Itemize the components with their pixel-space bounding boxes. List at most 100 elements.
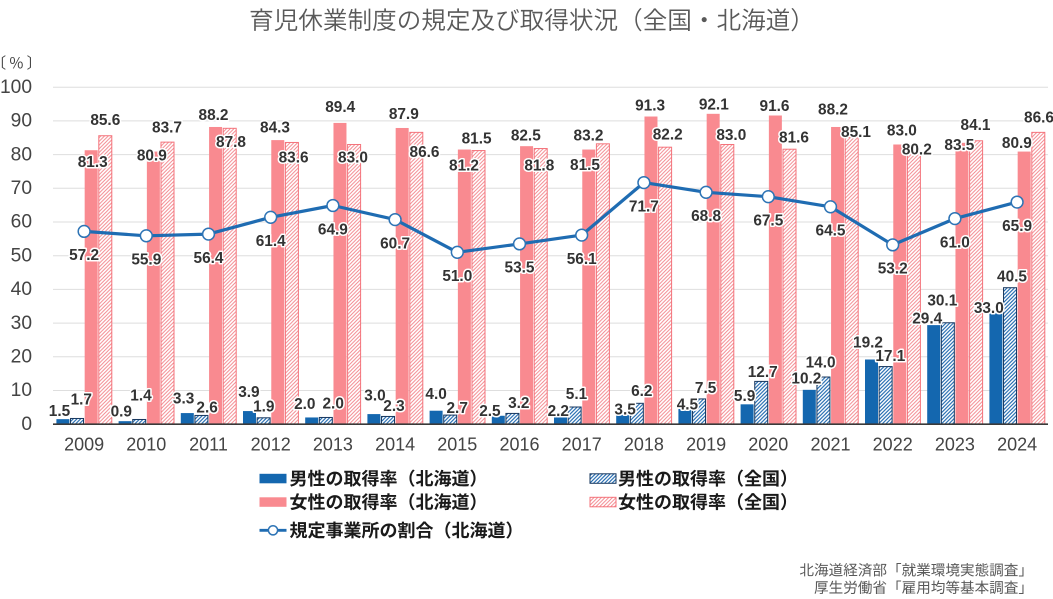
svg-text:4.5: 4.5 [677, 397, 699, 414]
svg-text:2021: 2021 [810, 435, 850, 455]
svg-text:2.0: 2.0 [294, 396, 315, 413]
svg-text:10: 10 [11, 380, 32, 401]
svg-text:71.7: 71.7 [629, 198, 659, 215]
svg-text:81.8: 81.8 [524, 157, 554, 174]
svg-text:2011: 2011 [189, 435, 228, 455]
svg-text:80.9: 80.9 [1002, 135, 1032, 152]
svg-text:0.9: 0.9 [111, 403, 132, 420]
svg-text:81.6: 81.6 [779, 130, 809, 147]
svg-text:81.5: 81.5 [462, 130, 492, 147]
svg-text:56.4: 56.4 [194, 250, 224, 267]
svg-text:67.5: 67.5 [753, 213, 783, 230]
svg-text:0: 0 [21, 414, 32, 435]
svg-text:83.2: 83.2 [574, 128, 604, 145]
svg-text:40: 40 [11, 279, 32, 300]
svg-text:84.3: 84.3 [260, 120, 290, 137]
svg-text:33.0: 33.0 [974, 300, 1004, 317]
svg-text:55.9: 55.9 [131, 252, 161, 269]
svg-text:2016: 2016 [499, 435, 539, 455]
svg-text:2019: 2019 [686, 435, 726, 455]
svg-text:2014: 2014 [375, 435, 415, 455]
svg-text:91.3: 91.3 [635, 97, 665, 114]
svg-text:2.3: 2.3 [383, 398, 404, 415]
svg-text:2024: 2024 [997, 435, 1037, 455]
svg-text:82.5: 82.5 [511, 127, 541, 144]
svg-text:70: 70 [11, 178, 32, 199]
svg-text:4.0: 4.0 [425, 386, 446, 403]
svg-text:1.9: 1.9 [253, 399, 274, 416]
svg-text:81.5: 81.5 [570, 157, 600, 174]
svg-text:61.4: 61.4 [256, 233, 286, 250]
svg-text:83.6: 83.6 [279, 150, 309, 167]
svg-text:88.2: 88.2 [199, 107, 229, 124]
svg-text:88.2: 88.2 [818, 102, 848, 119]
svg-text:86.6: 86.6 [410, 144, 440, 161]
svg-text:2018: 2018 [624, 435, 664, 455]
svg-text:30.1: 30.1 [927, 292, 957, 309]
svg-text:19.2: 19.2 [853, 335, 883, 352]
svg-text:60: 60 [11, 212, 32, 233]
svg-text:1.7: 1.7 [71, 392, 92, 409]
svg-text:3.9: 3.9 [238, 384, 259, 401]
svg-text:2.7: 2.7 [446, 400, 467, 417]
svg-text:2013: 2013 [313, 435, 353, 455]
svg-text:80.9: 80.9 [137, 148, 167, 165]
svg-text:85.1: 85.1 [841, 124, 871, 141]
svg-text:2015: 2015 [437, 435, 477, 455]
svg-text:83.0: 83.0 [887, 123, 917, 140]
svg-text:2.6: 2.6 [196, 400, 217, 417]
svg-text:68.8: 68.8 [691, 208, 721, 225]
svg-text:2023: 2023 [935, 435, 975, 455]
svg-text:100: 100 [0, 77, 32, 98]
svg-text:17.1: 17.1 [875, 348, 905, 365]
svg-text:3.0: 3.0 [364, 387, 385, 404]
svg-text:85.6: 85.6 [90, 112, 120, 129]
svg-text:81.3: 81.3 [78, 154, 108, 171]
svg-text:60.7: 60.7 [380, 235, 410, 252]
svg-text:83.0: 83.0 [716, 127, 746, 144]
svg-text:51.0: 51.0 [442, 268, 472, 285]
svg-text:87.9: 87.9 [389, 106, 419, 123]
svg-text:12.7: 12.7 [748, 364, 778, 381]
svg-text:2.5: 2.5 [479, 403, 501, 420]
svg-text:80: 80 [11, 144, 32, 165]
svg-text:1.4: 1.4 [130, 387, 152, 404]
svg-text:82.2: 82.2 [653, 126, 683, 143]
svg-text:86.6: 86.6 [1024, 110, 1053, 127]
svg-text:7.5: 7.5 [695, 380, 717, 397]
svg-text:29.4: 29.4 [912, 310, 942, 327]
svg-text:1.5: 1.5 [49, 403, 71, 420]
svg-text:92.1: 92.1 [699, 96, 729, 113]
svg-text:2010: 2010 [126, 435, 166, 455]
svg-text:2.2: 2.2 [548, 403, 569, 420]
svg-text:5.9: 5.9 [734, 388, 755, 405]
svg-text:6.2: 6.2 [631, 383, 652, 400]
svg-text:10.2: 10.2 [791, 371, 821, 388]
svg-text:91.6: 91.6 [760, 98, 790, 115]
svg-text:83.7: 83.7 [152, 120, 182, 137]
svg-text:2022: 2022 [873, 435, 913, 455]
svg-text:3.3: 3.3 [173, 390, 194, 407]
svg-text:53.5: 53.5 [505, 260, 535, 277]
svg-text:30: 30 [11, 313, 32, 334]
svg-text:65.9: 65.9 [1002, 218, 1032, 235]
svg-text:3.2: 3.2 [508, 395, 529, 412]
svg-text:50: 50 [11, 245, 32, 266]
svg-text:80.2: 80.2 [902, 142, 932, 159]
svg-text:2.0: 2.0 [322, 396, 343, 413]
svg-text:53.2: 53.2 [878, 261, 908, 278]
svg-text:84.1: 84.1 [961, 117, 991, 134]
svg-text:64.9: 64.9 [318, 221, 348, 238]
svg-text:61.0: 61.0 [940, 234, 970, 251]
svg-text:2009: 2009 [64, 435, 104, 455]
svg-text:57.2: 57.2 [69, 247, 99, 264]
svg-text:81.2: 81.2 [449, 157, 479, 174]
svg-text:89.4: 89.4 [325, 99, 355, 116]
svg-text:5.1: 5.1 [566, 386, 588, 403]
svg-text:14.0: 14.0 [806, 355, 836, 372]
svg-text:64.5: 64.5 [816, 223, 846, 240]
svg-text:3.5: 3.5 [614, 401, 636, 418]
svg-text:20: 20 [11, 347, 32, 368]
svg-text:56.1: 56.1 [567, 251, 597, 268]
svg-text:87.8: 87.8 [216, 134, 246, 151]
